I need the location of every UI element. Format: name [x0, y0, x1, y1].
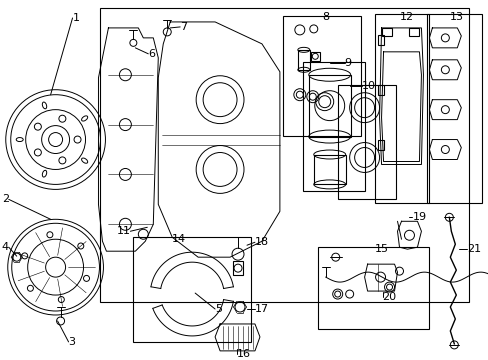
Text: 13: 13	[448, 12, 463, 22]
Bar	[313, 154, 345, 184]
Text: 6: 6	[148, 49, 155, 59]
Bar	[377, 35, 383, 45]
Text: 9: 9	[344, 58, 351, 68]
Text: 15: 15	[374, 244, 388, 254]
Bar	[377, 85, 383, 95]
Bar	[310, 52, 319, 61]
Bar	[233, 261, 243, 275]
Bar	[308, 75, 350, 136]
Text: 18: 18	[254, 237, 268, 247]
Bar	[317, 247, 428, 329]
Text: 7: 7	[180, 22, 187, 32]
Text: 5: 5	[215, 304, 222, 314]
Text: 20: 20	[382, 292, 396, 302]
Text: 1: 1	[72, 13, 80, 23]
Text: 10: 10	[361, 81, 375, 91]
Text: 17: 17	[254, 304, 268, 314]
Bar	[374, 14, 428, 203]
Bar	[337, 85, 395, 199]
Bar	[282, 16, 360, 136]
Text: 11: 11	[116, 226, 130, 236]
Bar	[381, 28, 391, 36]
Text: 21: 21	[467, 244, 480, 254]
Bar	[408, 28, 419, 36]
Bar	[100, 8, 468, 302]
Bar	[297, 50, 309, 70]
Bar	[377, 140, 383, 149]
Bar	[427, 14, 481, 203]
Text: 12: 12	[399, 12, 413, 22]
Text: 3: 3	[68, 337, 76, 347]
Bar	[302, 62, 364, 192]
Text: 8: 8	[322, 12, 329, 22]
Text: 2: 2	[1, 194, 9, 204]
Text: 16: 16	[237, 349, 250, 359]
Bar	[133, 237, 250, 342]
Text: 14: 14	[172, 234, 186, 244]
Text: 4: 4	[1, 242, 9, 252]
Text: 19: 19	[411, 212, 426, 222]
